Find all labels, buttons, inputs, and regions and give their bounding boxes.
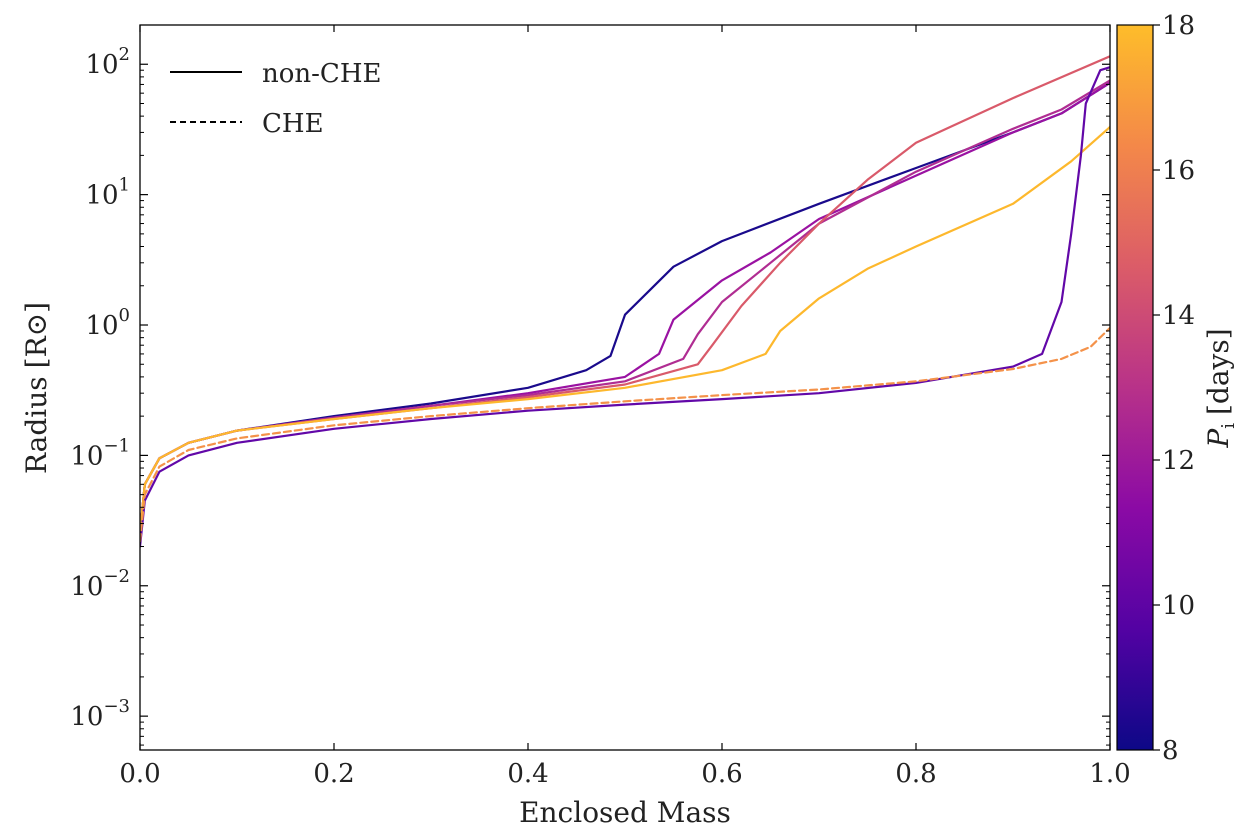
- series-line-6: [140, 326, 1110, 543]
- x-axis-ticks: 0.0 0.2 0.4 0.6 0.8 1.0: [119, 25, 1131, 789]
- y-axis-ticks: 10−3 10−2 10−1 100 101 102: [70, 44, 1110, 746]
- x-tick-label: 1.0: [1089, 759, 1130, 789]
- y-tick-label: 100: [85, 305, 130, 341]
- colorbar-tick-label: 14: [1162, 301, 1195, 331]
- colorbar-tick-label: 18: [1162, 11, 1195, 41]
- x-tick-label: 0.8: [895, 759, 936, 789]
- series-layer: [140, 55, 1110, 548]
- colorbar-label-subscript: i: [1218, 423, 1239, 429]
- x-tick-label: 0.0: [119, 759, 160, 789]
- x-axis-label: Enclosed Mass: [519, 796, 731, 829]
- colorbar-tick-label: 12: [1162, 446, 1195, 476]
- colorbar-tick-label: 8: [1162, 736, 1179, 766]
- series-line-5: [140, 66, 1110, 548]
- colorbar-tick-label: 10: [1162, 591, 1195, 621]
- y-axis-label-unit: [R⊙]: [20, 302, 53, 368]
- y-tick-label: 10−2: [70, 566, 130, 602]
- colorbar-label-unit: [days]: [1202, 328, 1235, 415]
- colorbar-label: Pi [days]: [1202, 328, 1239, 448]
- y-tick-label: 10−1: [70, 435, 130, 471]
- y-tick-label: 10−3: [70, 696, 130, 732]
- colorbar: [1116, 24, 1154, 751]
- colorbar-ticks: 8 10 12 14 16 18: [1153, 11, 1195, 766]
- legend-label-che: CHE: [262, 109, 324, 139]
- y-tick-label: 101: [85, 175, 130, 211]
- y-tick-label: 102: [85, 44, 130, 80]
- y-axis-label: Radius [R⊙]: [20, 302, 53, 474]
- legend-label-non-che: non-CHE: [262, 59, 381, 89]
- plot-frame: [139, 24, 1111, 751]
- x-tick-label: 0.6: [701, 759, 742, 789]
- y-axis-label-text: Radius: [20, 376, 53, 474]
- colorbar-tick-label: 16: [1162, 156, 1195, 186]
- x-tick-label: 0.4: [507, 759, 548, 789]
- x-tick-label: 0.2: [313, 759, 354, 789]
- colorbar-label-symbol: P: [1202, 428, 1235, 449]
- series-line-4: [140, 125, 1110, 535]
- legend: non-CHE CHE: [170, 59, 381, 139]
